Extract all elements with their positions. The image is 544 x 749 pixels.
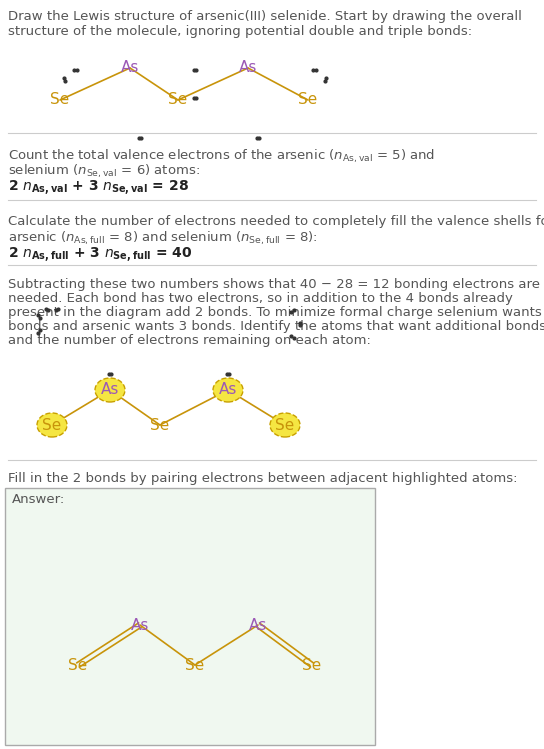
Text: Draw the Lewis structure of arsenic(III) selenide. Start by drawing the overall: Draw the Lewis structure of arsenic(III)… bbox=[8, 10, 522, 23]
Ellipse shape bbox=[37, 413, 67, 437]
Text: Subtracting these two numbers shows that 40 − 28 = 12 bonding electrons are: Subtracting these two numbers shows that… bbox=[8, 278, 540, 291]
Text: Se: Se bbox=[298, 92, 318, 108]
Text: Se: Se bbox=[186, 658, 205, 673]
Text: Se: Se bbox=[42, 417, 61, 432]
Text: As: As bbox=[121, 61, 139, 76]
Text: As: As bbox=[239, 61, 257, 76]
Text: needed. Each bond has two electrons, so in addition to the 4 bonds already: needed. Each bond has two electrons, so … bbox=[8, 292, 513, 305]
Text: present in the diagram add 2 bonds. To minimize formal charge selenium wants 2: present in the diagram add 2 bonds. To m… bbox=[8, 306, 544, 319]
Ellipse shape bbox=[213, 378, 243, 402]
Text: Se: Se bbox=[275, 417, 295, 432]
Text: Se: Se bbox=[69, 658, 88, 673]
Bar bbox=[5, 488, 375, 745]
Text: bonds and arsenic wants 3 bonds. Identify the atoms that want additional bonds: bonds and arsenic wants 3 bonds. Identif… bbox=[8, 320, 544, 333]
Text: Count the total valence electrons of the arsenic ($n_\mathregular{As,val}$ = 5) : Count the total valence electrons of the… bbox=[8, 148, 435, 166]
Text: Fill in the 2 bonds by pairing electrons between adjacent highlighted atoms:: Fill in the 2 bonds by pairing electrons… bbox=[8, 472, 517, 485]
Text: 2 $n_\mathregular{As,val}$ + 3 $n_\mathregular{Se,val}$ = 28: 2 $n_\mathregular{As,val}$ + 3 $n_\mathr… bbox=[8, 178, 189, 197]
Ellipse shape bbox=[270, 413, 300, 437]
Text: As: As bbox=[131, 617, 149, 632]
Text: Se: Se bbox=[51, 92, 70, 108]
Text: arsenic ($n_\mathregular{As,full}$ = 8) and selenium ($n_\mathregular{Se,full}$ : arsenic ($n_\mathregular{As,full}$ = 8) … bbox=[8, 230, 318, 247]
Text: Se: Se bbox=[302, 658, 322, 673]
Text: 2 $n_\mathregular{As,full}$ + 3 $n_\mathregular{Se,full}$ = 40: 2 $n_\mathregular{As,full}$ + 3 $n_\math… bbox=[8, 245, 192, 264]
Text: and the number of electrons remaining on each atom:: and the number of electrons remaining on… bbox=[8, 334, 371, 347]
Ellipse shape bbox=[95, 378, 125, 402]
Text: As: As bbox=[249, 617, 267, 632]
Text: structure of the molecule, ignoring potential double and triple bonds:: structure of the molecule, ignoring pote… bbox=[8, 25, 472, 38]
Text: Se: Se bbox=[150, 417, 170, 432]
Text: As: As bbox=[219, 383, 237, 398]
Text: As: As bbox=[101, 383, 119, 398]
Text: selenium ($n_\mathregular{Se,val}$ = 6) atoms:: selenium ($n_\mathregular{Se,val}$ = 6) … bbox=[8, 163, 200, 181]
Text: Calculate the number of electrons needed to completely fill the valence shells f: Calculate the number of electrons needed… bbox=[8, 215, 544, 228]
Text: Answer:: Answer: bbox=[12, 493, 65, 506]
Text: Se: Se bbox=[169, 92, 188, 108]
